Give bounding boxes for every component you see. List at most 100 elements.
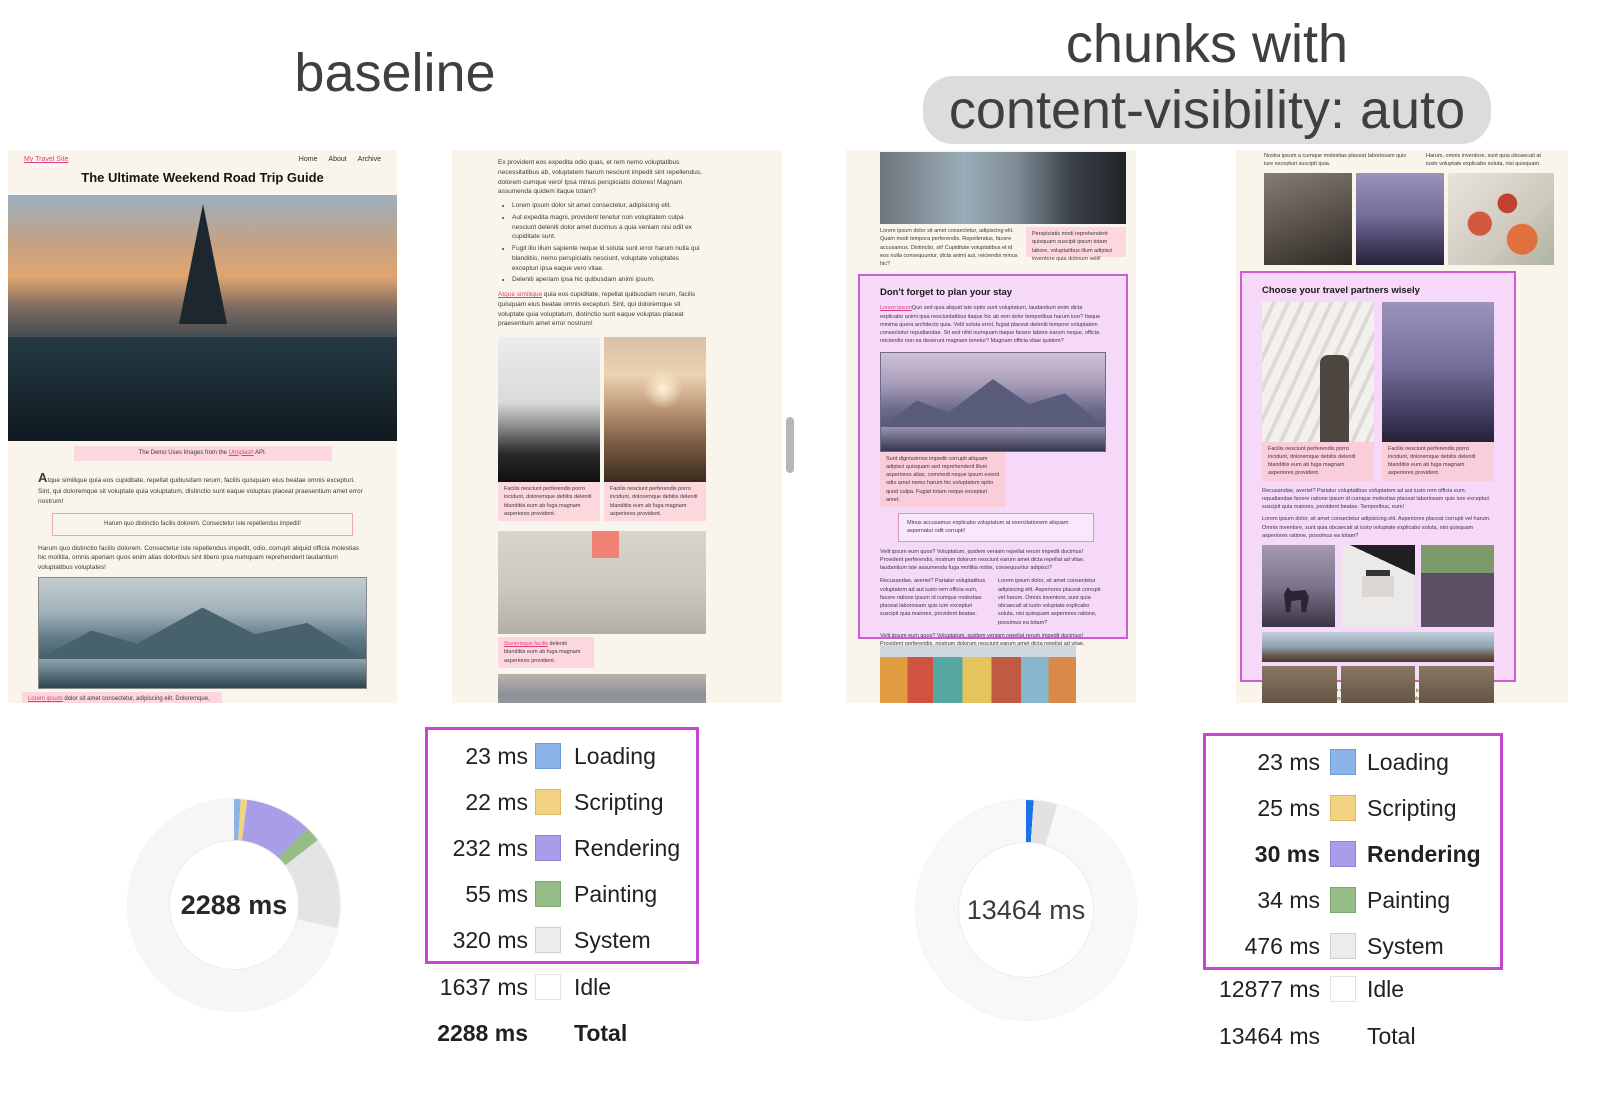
chunk-paragraph: Lorem ipsumQuo sed quia aliquid iste opt… — [880, 304, 1106, 345]
legend-label: Loading — [1367, 748, 1449, 775]
scrollbar-thumb[interactable] — [786, 417, 794, 473]
legend-value: 13464 ms — [1218, 1022, 1320, 1049]
photo-portrait — [1264, 172, 1352, 265]
cv-legend-highlight-box: 23 ms Loading 25 ms Scripting 30 ms Rend… — [1203, 733, 1503, 970]
baseline-page-column-2: Ex provident eos expedita odio quas, et … — [452, 150, 782, 703]
legend-value: 22 ms — [465, 788, 528, 815]
nav-about[interactable]: About — [328, 156, 347, 163]
painting-swatch-icon — [1330, 887, 1356, 913]
legend-label: System — [1367, 932, 1444, 959]
photo-sea-sunset — [604, 337, 706, 482]
scripting-swatch-icon — [535, 789, 561, 815]
legend-row-scripting: 22 ms Scripting — [428, 779, 696, 825]
caption-text: deleniti blanditiis eum ab fuga magnam a… — [504, 641, 581, 664]
photo-sand — [1262, 666, 1337, 703]
scripting-swatch-icon — [1330, 795, 1356, 821]
quote-box: Harum quo distinctio facilis dolorem. Co… — [52, 512, 353, 536]
legend-value: 320 ms — [452, 926, 528, 953]
photo-sand — [1340, 666, 1416, 703]
legend-row-painting: 55 ms Painting — [428, 871, 696, 917]
painting-swatch-icon — [535, 881, 561, 907]
photo-caption: Facilis nesciunt perferendis porro incid… — [498, 482, 600, 521]
chunk-paragraph: Recusandae, averiet? Pariatur voluptatib… — [1262, 487, 1490, 511]
caption-link[interactable]: Unsplash — [228, 449, 254, 456]
body-paragraph: Nostra ipsum a cumque molestias placeat … — [1264, 153, 1407, 168]
photo-caption: Lorem ipsum dolor sit amet consectetur, … — [22, 691, 222, 703]
cv-page-column-1: Lorem ipsum dolor sit amet consectetur, … — [846, 150, 1136, 703]
body-paragraph: Ex provident eos expedita odio quas, et … — [498, 159, 702, 196]
legend-label: Total — [574, 1019, 628, 1046]
rendering-swatch-icon — [1330, 841, 1356, 867]
caption-text: The Demo Uses Images from the — [138, 449, 229, 456]
photo-beach — [498, 531, 706, 634]
legend-value: 55 ms — [465, 880, 528, 907]
body-paragraph: Harum, omnis inventore, sunt quia obcaec… — [1426, 153, 1541, 168]
photo-sand — [1419, 666, 1495, 703]
photo-athlete — [1420, 545, 1494, 627]
bullet-item: Lorem ipsum dolor sit amet consectetur, … — [512, 201, 706, 211]
body-paragraph: Harum quo distinctio facilis dolorem. Co… — [38, 544, 360, 572]
loading-swatch-icon — [1330, 749, 1356, 775]
site-header: My Travel Site Home About Archive — [8, 150, 397, 163]
paragraph-text: quia eos cupiditate, repellat quibusdam … — [498, 291, 696, 328]
legend-label: Rendering — [574, 834, 681, 861]
legend-row-painting: 34 ms Painting — [1206, 877, 1500, 923]
body-paragraph: Lorem ipsum dolor sit amet consectetur, … — [880, 228, 1018, 267]
legend-value: 30 ms — [1254, 840, 1320, 867]
caption-link[interactable]: Lorem ipsum — [28, 695, 63, 702]
legend-row-scripting: 25 ms Scripting — [1206, 785, 1500, 831]
photo-easel — [1341, 545, 1415, 627]
donut-total-label: 2288 ms — [180, 889, 288, 920]
page-title: The Ultimate Weekend Road Trip Guide — [81, 170, 324, 185]
baseline-legend-highlight-box: 23 ms Loading 22 ms Scripting 232 ms Ren… — [425, 727, 699, 964]
legend-row-system: 320 ms System — [428, 917, 696, 963]
nav-archive[interactable]: Archive — [357, 156, 381, 163]
cv-page-column-2: Nostra ipsum a cumque molestias placeat … — [1236, 150, 1568, 703]
chunk-heading: Don't forget to plan your stay — [880, 287, 1013, 299]
legend-label: System — [574, 926, 651, 953]
chunk-column-text: Lorem ipsum dolor, sit amet consectetur … — [998, 578, 1101, 626]
chunk-paragraph: Velit ipsum eum quos? Voluptatum, quidem… — [880, 548, 1085, 572]
legend-value: 25 ms — [1257, 794, 1320, 821]
mountain-photo — [38, 576, 367, 689]
legend-value: 1637 ms — [439, 973, 528, 1000]
legend-value: 232 ms — [452, 834, 528, 861]
quote-box: Minus accusamus explicabo voluptatum at … — [898, 513, 1094, 542]
baseline-summary-donut: 2288 ms — [128, 799, 340, 1011]
photo-pier — [1262, 632, 1494, 662]
legend-row-total: 2288 ms Total — [428, 1010, 708, 1056]
legend-label: Idle — [574, 973, 612, 1000]
legend-label: Scripting — [574, 788, 664, 815]
bullet-item: Fugit illo illum sapiente neque id solut… — [512, 244, 706, 273]
photo-motorcycle-mist — [498, 337, 600, 482]
bullet-item: Deleniti aperiam ipsa hic quibusdam anim… — [512, 275, 706, 285]
legend-value: 34 ms — [1257, 886, 1320, 913]
nav-home[interactable]: Home — [298, 156, 318, 163]
legend-value: 2288 ms — [437, 1019, 528, 1046]
cv-summary-donut: 13464 ms — [916, 800, 1136, 1020]
photo-caption: Sunt dignissimos impedit corrupti aliqua… — [880, 451, 1006, 507]
legend-label: Rendering — [1367, 840, 1481, 867]
legend-value: 23 ms — [1257, 748, 1320, 775]
legend-row-system: 476 ms System — [1206, 923, 1500, 969]
legend-label: Total — [1367, 1022, 1416, 1049]
site-logo-link[interactable]: My Travel Site — [24, 156, 69, 163]
caption-text: dolor sit amet consectetur, adipiscing e… — [64, 695, 210, 702]
content-visibility-title: chunks with content-visibility: auto — [818, 12, 1596, 144]
paragraph-text: Quo sed quia aliquid iste optio sunt vol… — [880, 305, 1101, 345]
idle-swatch-icon — [1330, 976, 1356, 1002]
code-pill: content-visibility: auto — [922, 76, 1492, 144]
inline-link[interactable]: Lorem ipsum — [880, 305, 912, 312]
chunk-paragraph: Lorem ipsum dolor, sit amet consectetur … — [1262, 516, 1491, 539]
legend-row-loading: 23 ms Loading — [428, 733, 696, 779]
bullet-list: Lorem ipsum dolor sit amet consectetur, … — [498, 201, 706, 285]
photo-caption: Scelerisque facilis deleniti blanditiis … — [498, 637, 594, 668]
legend-row-total: 13464 ms Total — [1206, 1013, 1506, 1059]
caption-link[interactable]: Scelerisque facilis — [504, 641, 549, 647]
inline-link[interactable]: Atque similique — [498, 291, 543, 298]
chunk-heading: Choose your travel partners wisely — [1262, 284, 1420, 296]
baseline-title: baseline — [294, 43, 496, 103]
body-paragraph: Atque similique quia eos cupiditate, rep… — [498, 290, 706, 329]
caption-text: API. — [253, 449, 267, 456]
